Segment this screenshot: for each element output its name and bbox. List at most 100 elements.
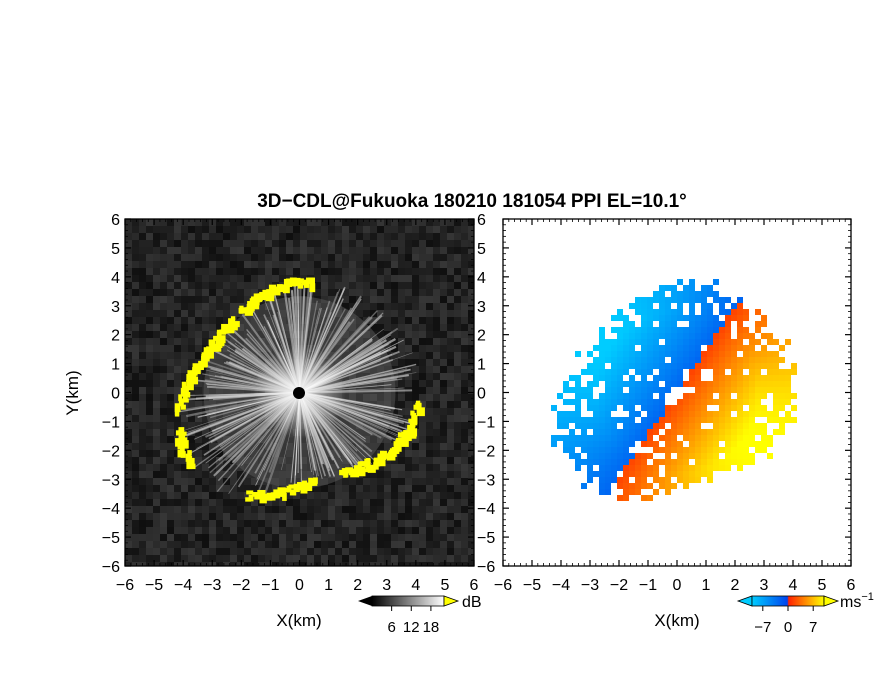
velocity-cell [683,351,689,357]
velocity-cell [683,339,689,345]
velocity-cell [779,405,785,411]
velocity-cell [647,453,653,459]
noise-cell [286,506,293,513]
noise-cell [384,282,391,289]
noise-cell [202,289,209,296]
noise-cell [286,268,293,275]
noise-cell [160,436,167,443]
velocity-cell [671,411,677,417]
noise-cell [286,254,293,261]
noise-cell [153,303,160,310]
noise-cell [426,478,433,485]
velocity-cell [629,375,635,381]
velocity-cell [689,375,695,381]
y-tick-label-right: 3 [477,299,486,316]
noise-cell [398,380,405,387]
noise-cell [370,548,377,555]
noise-cell [202,254,209,261]
noise-cell [167,562,174,566]
noise-cell [272,499,279,506]
noise-cell [279,240,286,247]
noise-cell [181,282,188,289]
noise-cell [398,324,405,331]
noise-cell [244,289,251,296]
noise-cell [223,485,230,492]
noise-cell [384,541,391,548]
noise-cell [405,345,412,352]
velocity-cell [737,345,743,351]
noise-cell [223,261,230,268]
noise-cell [433,534,440,541]
velocity-cell [731,369,737,375]
noise-cell [195,443,202,450]
velocity-cell [671,471,677,477]
velocity-cell [695,429,701,435]
noise-cell [426,513,433,520]
velocity-cell [779,393,785,399]
noise-cell [230,520,237,527]
noise-cell [146,443,153,450]
noise-cell [230,247,237,254]
velocity-cell [629,435,635,441]
noise-cell [188,233,195,240]
noise-cell [216,247,223,254]
highlight-pixel [313,477,318,484]
noise-cell [244,492,251,499]
noise-cell [349,513,356,520]
noise-cell [195,331,202,338]
noise-cell [426,282,433,289]
noise-cell [447,443,454,450]
velocity-cell [677,309,683,315]
noise-cell [146,513,153,520]
velocity-cell [635,369,641,375]
noise-cell [447,359,454,366]
noise-cell [132,240,139,247]
velocity-cell [731,351,737,357]
noise-cell [363,310,370,317]
noise-cell [391,219,398,226]
velocity-cell [737,435,743,441]
noise-cell [391,247,398,254]
noise-cell [321,282,328,289]
noise-cell [230,562,237,566]
noise-cell [398,240,405,247]
noise-cell [468,548,474,555]
noise-cell [412,345,419,352]
velocity-cell [761,375,767,381]
noise-cell [132,282,139,289]
noise-cell [454,513,461,520]
noise-cell [447,233,454,240]
velocity-cell [689,351,695,357]
velocity-cell [587,363,593,369]
highlight-pixel [364,458,371,468]
velocity-cell [725,399,731,405]
velocity-cell [623,327,629,333]
noise-cell [468,450,474,457]
noise-cell [384,289,391,296]
highlight-pixel [293,277,301,284]
velocity-cell [773,351,779,357]
velocity-cell [665,285,671,291]
noise-cell [230,282,237,289]
highlight-pixel [181,381,187,389]
noise-cell [153,443,160,450]
noise-cell [391,275,398,282]
noise-cell [300,562,307,566]
velocity-cell [599,447,605,453]
y-tick-label: −4 [102,501,120,518]
noise-cell [174,457,181,464]
noise-cell [209,310,216,317]
velocity-cell [755,381,761,387]
noise-cell [307,254,314,261]
noise-cell [223,527,230,534]
highlight-pixel [216,331,222,337]
noise-cell [188,275,195,282]
noise-cell [349,534,356,541]
noise-cell [125,520,132,527]
velocity-cell [665,411,671,417]
noise-cell [153,296,160,303]
noise-cell [321,254,328,261]
highlight-pixel [183,390,188,399]
noise-cell [405,450,412,457]
noise-cell [251,548,258,555]
